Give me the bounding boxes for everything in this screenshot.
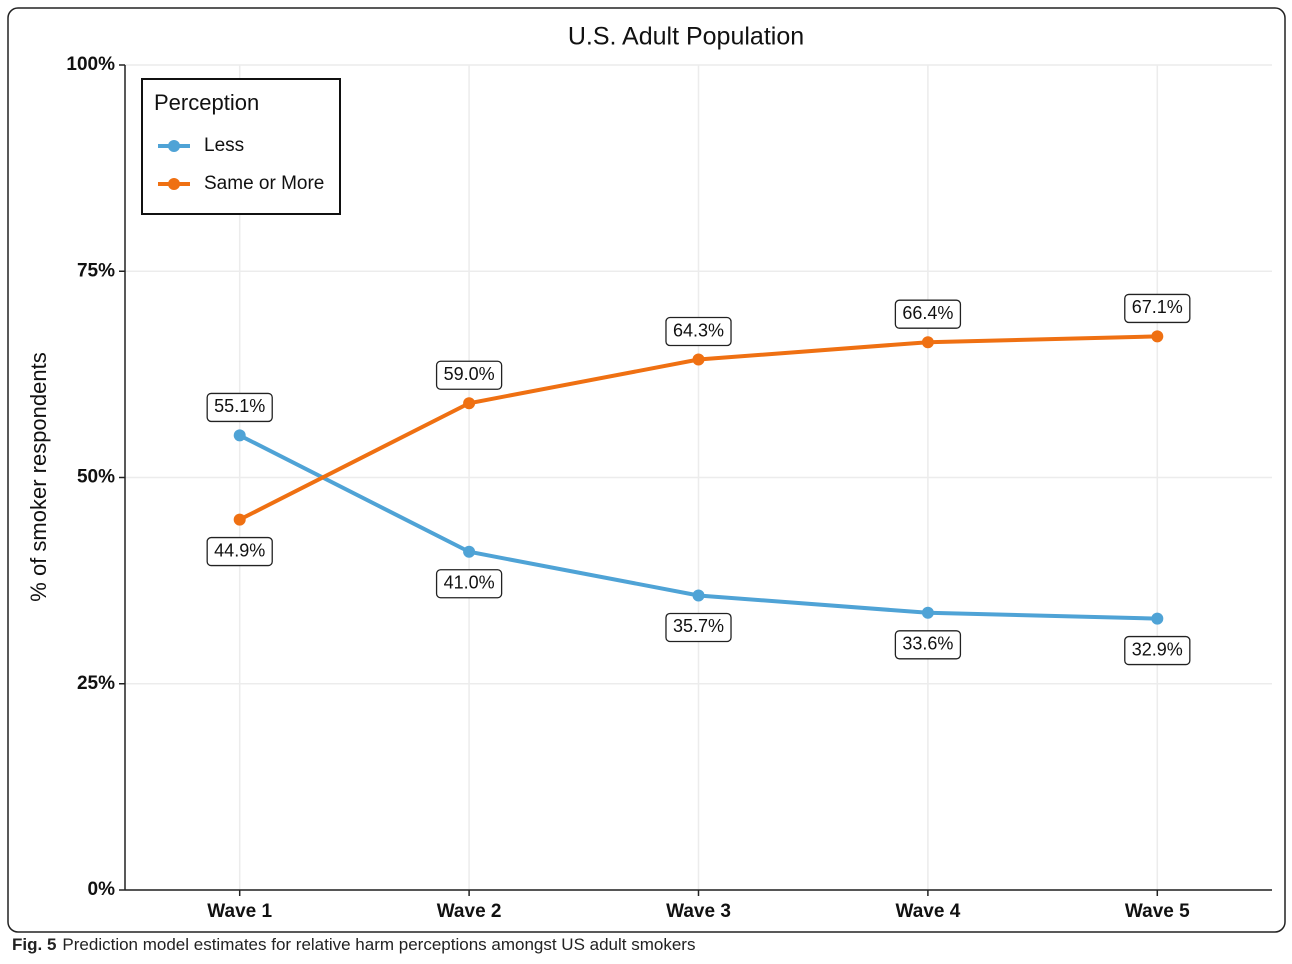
caption: Fig. 5 Prediction model estimates for rel… <box>12 935 695 954</box>
y-tick-label: 100% <box>66 54 115 75</box>
legend-swatch-point <box>168 178 180 190</box>
value-label-box <box>894 299 962 329</box>
y-tick-label: 0% <box>88 879 116 900</box>
value-label: 41.0% <box>435 569 503 599</box>
y-tick-label: 50% <box>77 467 115 488</box>
value-label-text: 64.3% <box>673 320 724 340</box>
value-label-box <box>665 316 732 347</box>
value-label-text: 32.9% <box>1132 639 1183 659</box>
point <box>1151 612 1164 625</box>
value-label: 32.9% <box>1124 635 1191 666</box>
legend: Perception Less Same or More <box>141 78 341 215</box>
value-label-box <box>1124 635 1191 666</box>
point <box>921 336 934 349</box>
value-label: 55.1% <box>206 392 273 423</box>
point <box>233 513 246 526</box>
value-label-box <box>665 612 732 643</box>
point <box>463 397 476 410</box>
value-label-text: 59.0% <box>444 364 495 384</box>
value-label: 67.1% <box>1124 293 1191 324</box>
y-tick-label: 75% <box>77 260 115 281</box>
point <box>692 589 705 602</box>
value-label: 35.7% <box>665 612 732 643</box>
point <box>921 606 934 619</box>
value-label-text: 33.6% <box>902 634 953 654</box>
value-label-box <box>435 360 503 390</box>
value-label: 44.9% <box>206 536 273 567</box>
legend-label: Less <box>204 135 244 156</box>
point <box>1151 330 1164 343</box>
legend-label: Same or More <box>204 173 324 194</box>
frame <box>7 7 1286 933</box>
value-label-box <box>1124 293 1191 324</box>
value-label-text: 66.4% <box>902 303 953 323</box>
x-tick-label: Wave 1 <box>207 901 272 922</box>
chart-title: U.S. Adult Population <box>568 23 804 51</box>
value-label-text: 44.9% <box>214 540 265 560</box>
value-label-box <box>206 536 273 567</box>
value-label: 59.0% <box>435 360 503 390</box>
y-tick-label: 25% <box>77 673 115 694</box>
value-label-box <box>206 392 273 423</box>
value-label: 64.3% <box>665 316 732 347</box>
caption-text: Prediction model estimates for relative … <box>62 935 695 954</box>
value-label-text: 67.1% <box>1132 297 1183 317</box>
x-tick-label: Wave 2 <box>437 901 502 922</box>
legend-swatch-point <box>168 140 180 152</box>
value-label: 66.4% <box>894 299 962 329</box>
legend-title: Perception <box>154 90 259 115</box>
x-tick-label: Wave 5 <box>1125 901 1190 922</box>
value-label-box <box>894 630 962 660</box>
value-label-text: 41.0% <box>444 573 495 593</box>
value-label-text: 35.7% <box>673 616 724 636</box>
value-label-box <box>435 569 503 599</box>
x-tick-label: Wave 4 <box>896 901 961 922</box>
point <box>233 429 246 442</box>
y-axis-label: % of smoker respondents <box>26 352 51 601</box>
point <box>463 545 476 558</box>
caption-label: Fig. 5 <box>12 935 56 954</box>
value-label: 33.6% <box>894 630 962 660</box>
point <box>692 353 705 366</box>
x-tick-label: Wave 3 <box>666 901 731 922</box>
value-label-text: 55.1% <box>214 396 265 416</box>
